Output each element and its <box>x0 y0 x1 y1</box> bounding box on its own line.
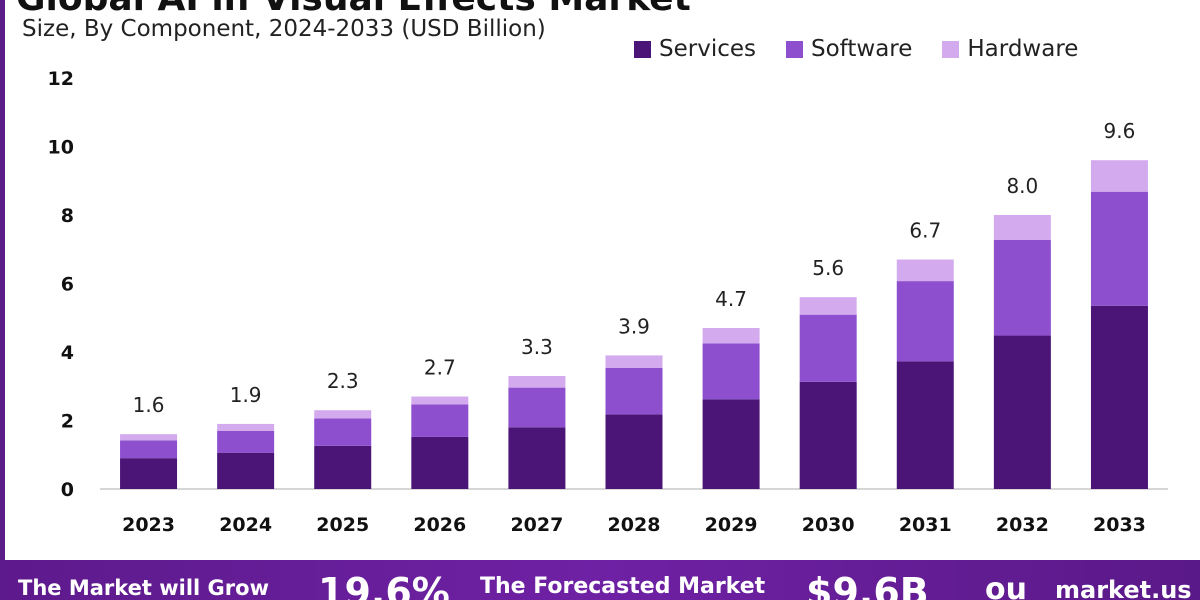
footer-banner: The Market will Grow 19.6% The Forecaste… <box>0 560 1200 600</box>
bar-segment-hardware <box>314 410 372 419</box>
bar-segment-services <box>702 399 760 489</box>
legend-label-hardware: Hardware <box>967 36 1079 62</box>
legend-swatch-software <box>786 40 803 58</box>
x-tick-label: 2023 <box>122 514 175 536</box>
y-tick-label: 0 <box>61 479 74 501</box>
bar-segment-software <box>896 281 954 362</box>
x-tick-label: 2033 <box>1093 514 1146 536</box>
bar-total-label: 9.6 <box>1104 119 1136 143</box>
y-tick-label: 6 <box>61 274 74 296</box>
bar-segment-hardware <box>217 423 275 431</box>
bar-segment-software <box>217 430 275 453</box>
y-tick-label: 2 <box>61 411 74 433</box>
bar-segment-software <box>993 240 1051 336</box>
bar-segment-software <box>1090 191 1148 306</box>
chart-subtitle: Size, By Component, 2024-2033 (USD Billi… <box>22 16 546 42</box>
legend-item-software: Software <box>786 36 912 62</box>
footer-brand: market.us <box>1055 576 1192 600</box>
bar-segment-software <box>411 404 469 437</box>
bar-segment-hardware <box>120 434 178 441</box>
bar-segment-hardware <box>411 396 469 405</box>
x-tick-label: 2027 <box>510 514 563 536</box>
y-tick-label: 4 <box>61 342 74 364</box>
bar-segment-services <box>896 361 954 489</box>
bar-segment-services <box>1090 305 1148 489</box>
bar-segment-services <box>314 445 372 489</box>
y-tick-label: 12 <box>48 68 74 90</box>
bar-segment-hardware <box>993 215 1051 241</box>
legend-item-services: Services <box>634 36 756 62</box>
x-tick-label: 2031 <box>899 514 952 536</box>
bar-total-label: 5.6 <box>812 256 844 280</box>
bar-segment-services <box>411 436 469 489</box>
bar-segment-software <box>314 418 372 446</box>
bar-segment-software <box>120 440 178 459</box>
bar-segment-software <box>508 387 566 428</box>
bar-segment-services <box>993 335 1051 489</box>
frame-accent <box>0 0 5 560</box>
bar-total-label: 2.7 <box>424 356 456 380</box>
legend-swatch-services <box>634 40 651 58</box>
brand-logo-icon: ou <box>985 572 1027 600</box>
bar-segment-software <box>605 367 663 415</box>
bar-total-label: 1.6 <box>133 393 165 417</box>
legend-label-software: Software <box>811 36 913 62</box>
bar-segment-hardware <box>1090 160 1148 192</box>
bar-total-label: 2.3 <box>327 369 359 393</box>
bar-segment-services <box>120 458 178 489</box>
bar-segment-hardware <box>605 355 663 368</box>
x-tick-label: 2024 <box>219 514 272 536</box>
y-tick-label: 10 <box>48 137 74 159</box>
legend-label-services: Services <box>659 36 756 62</box>
bar-segment-software <box>799 314 857 382</box>
chart-title: Global AI in Visual Effects Market <box>16 0 691 19</box>
footer-cagr: 19.6% <box>318 570 450 600</box>
footer-market-size: $9.6B <box>806 570 929 600</box>
legend-swatch-hardware <box>942 40 960 58</box>
x-tick-label: 2028 <box>608 514 661 536</box>
bar-total-label: 4.7 <box>715 287 747 311</box>
legend-item-hardware: Hardware <box>942 36 1078 62</box>
bar-segment-hardware <box>896 259 954 282</box>
x-tick-label: 2026 <box>413 514 466 536</box>
bar-segment-software <box>702 343 760 400</box>
bar-segment-services <box>508 427 566 489</box>
bar-segment-hardware <box>702 328 760 344</box>
x-tick-label: 2025 <box>316 514 369 536</box>
bar-total-label: 1.9 <box>230 383 262 407</box>
bar-segment-hardware <box>508 375 566 388</box>
x-tick-label: 2029 <box>705 514 758 536</box>
bar-segment-services <box>217 452 275 489</box>
y-tick-label: 8 <box>61 205 74 227</box>
footer-grow-label: The Market will Grow <box>18 576 269 600</box>
legend: Services Software Hardware <box>634 36 1078 62</box>
bar-total-label: 8.0 <box>1006 174 1038 198</box>
bar-segment-services <box>605 414 663 489</box>
bar-total-label: 6.7 <box>909 219 941 243</box>
bar-total-label: 3.3 <box>521 335 553 359</box>
x-tick-label: 2032 <box>996 514 1049 536</box>
footer-forecast-label: The Forecasted Market <box>480 574 766 599</box>
bar-segment-hardware <box>799 297 857 315</box>
bar-total-label: 3.9 <box>618 314 650 338</box>
x-tick-label: 2030 <box>802 514 855 536</box>
stacked-bar-chart: 0 2 4 6 8 10 12 1.6 2023 1.9 2024 2.3 2025 2.7 2026 3.3… <box>48 68 1168 536</box>
bar-segment-services <box>799 381 857 489</box>
